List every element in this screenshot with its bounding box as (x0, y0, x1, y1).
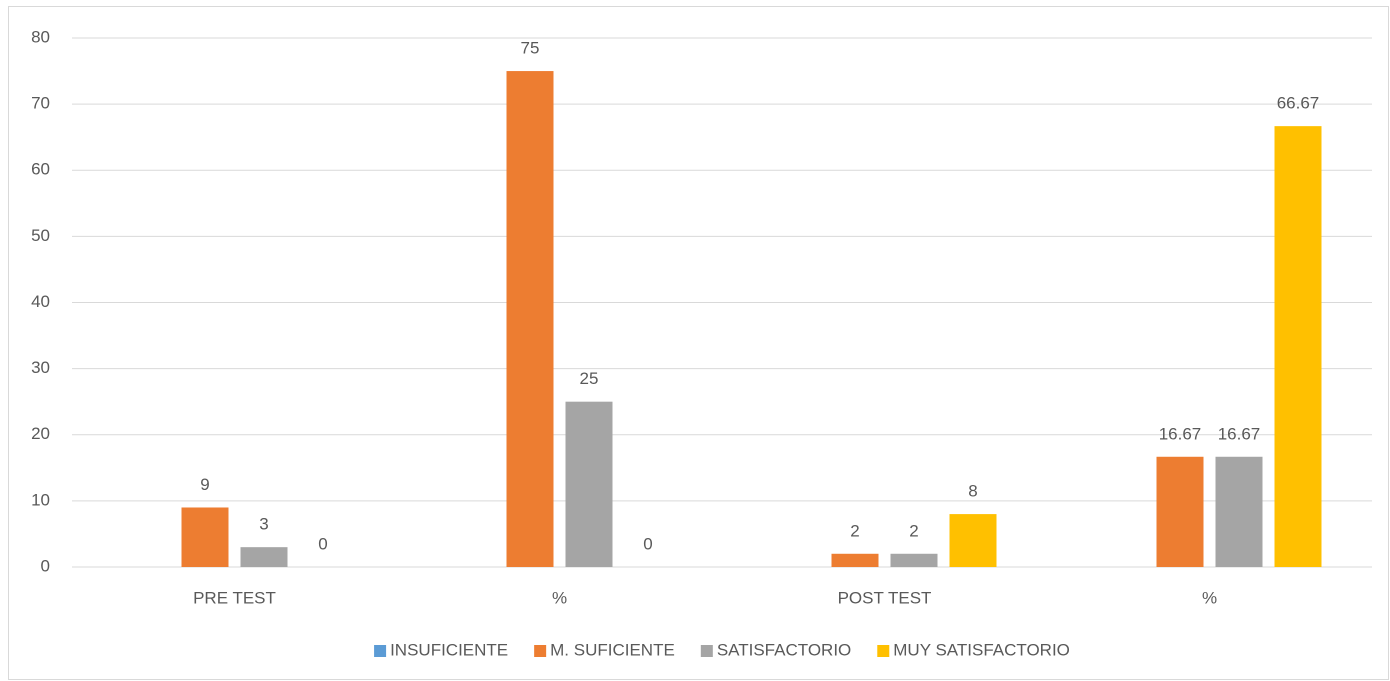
data-label: 75 (521, 39, 540, 58)
bar (240, 547, 288, 567)
y-tick-label: 20 (31, 424, 50, 443)
data-label: 9 (200, 475, 209, 494)
bar (890, 553, 938, 567)
data-label: 66.67 (1277, 94, 1320, 113)
legend-label: INSUFICIENTE (390, 640, 508, 659)
bar (565, 401, 613, 567)
y-tick-label: 80 (31, 27, 50, 46)
data-label: 2 (850, 521, 859, 540)
chart-frame (8, 6, 1389, 680)
legend-swatch (534, 645, 547, 657)
y-tick-label: 50 (31, 226, 50, 245)
bar (1215, 456, 1263, 567)
bar (506, 71, 554, 567)
y-tick-label: 40 (31, 292, 50, 311)
legend-label: M. SUFICIENTE (550, 640, 675, 659)
x-tick-label: POST TEST (838, 588, 932, 607)
legend-swatch (877, 645, 890, 657)
data-label: 2 (909, 521, 918, 540)
data-label: 8 (968, 482, 977, 501)
y-tick-label: 70 (31, 94, 50, 113)
y-tick-label: 10 (31, 490, 50, 509)
legend-label: SATISFACTORIO (717, 640, 851, 659)
y-tick-label: 60 (31, 160, 50, 179)
bar (181, 507, 229, 567)
bar (1156, 456, 1204, 567)
data-label: 0 (643, 534, 652, 553)
data-label: 0 (318, 534, 327, 553)
x-tick-label: % (1202, 588, 1217, 607)
y-tick-label: 0 (41, 556, 50, 575)
y-tick-label: 30 (31, 358, 50, 377)
data-label: 16.67 (1159, 424, 1202, 443)
x-tick-label: % (552, 588, 567, 607)
legend-swatch (374, 645, 387, 657)
data-label: 16.67 (1218, 424, 1261, 443)
legend-label: MUY SATISFACTORIO (893, 640, 1070, 659)
bar (831, 553, 879, 567)
data-label: 3 (259, 515, 268, 534)
data-label: 25 (580, 369, 599, 388)
legend-swatch (700, 645, 713, 657)
bar (1274, 126, 1322, 567)
x-tick-label: PRE TEST (193, 588, 276, 607)
bar (949, 514, 997, 567)
